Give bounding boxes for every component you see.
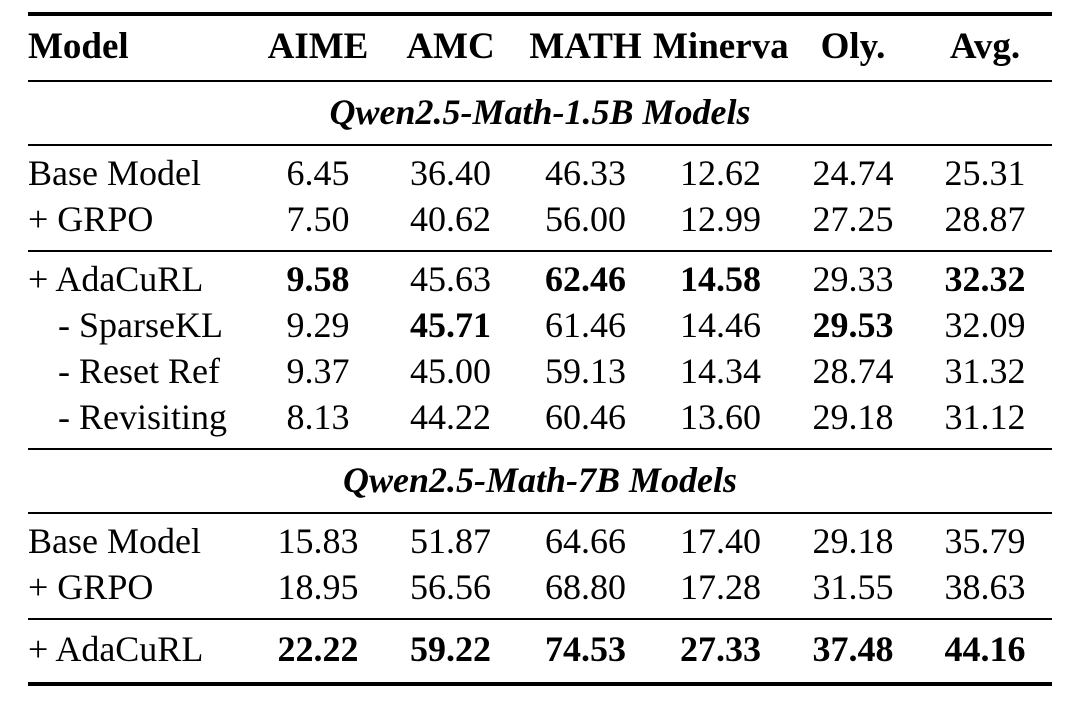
metric-value: 60.46 [545,397,626,437]
metric-value: 18.95 [277,567,359,607]
metric-value: 9.29 [286,305,350,345]
metric-value: 56.56 [410,567,491,607]
bottom-rule [28,682,1052,686]
metric-value: 14.58 [680,259,761,299]
section1-adacurl-group: + AdaCuRL 9.58 45.63 62.46 14.58 29.33 3… [28,252,1052,448]
metric-value: 32.32 [944,259,1026,299]
table-row: - SparseKL 9.29 45.71 61.46 14.46 29.53 … [28,302,1052,348]
row-label: + AdaCuRL [28,259,204,299]
metric-value: 28.87 [944,199,1026,239]
metric-value: 62.46 [545,259,626,299]
metric-value: 17.40 [680,521,761,561]
metric-value: 13.60 [680,397,761,437]
column-header-avg: Avg. [949,26,1021,67]
section-title-7b: Qwen2.5-Math-7B Models [342,460,738,500]
metric-value: 29.33 [812,259,894,299]
metric-value: 25.31 [944,153,1026,193]
column-header-amc: AMC [406,26,495,67]
metric-value: 31.55 [812,567,894,607]
section1-baseline-group: Base Model 6.45 36.40 46.33 12.62 24.74 … [28,146,1052,250]
metric-value: 36.40 [410,153,491,193]
metric-value: 45.63 [410,259,491,299]
metric-value: 9.37 [286,351,350,391]
table-row: - Reset Ref 9.37 45.00 59.13 14.34 28.74… [28,348,1052,394]
row-label: + GRPO [28,199,154,239]
metric-value: 7.50 [286,199,350,239]
metric-value: 9.58 [286,259,350,299]
column-header-oly: Oly. [820,26,886,67]
metric-value: 37.48 [812,629,894,669]
table-row: + GRPO 7.50 40.62 56.00 12.99 27.25 28.8… [28,196,1052,242]
section2-title-rule [28,512,1052,514]
section-title-1-5b: Qwen2.5-Math-1.5B Models [329,92,751,132]
section1-mid-rule [28,250,1052,252]
metric-value: 68.80 [545,567,626,607]
column-header-aime: AIME [267,26,369,67]
section2-top-rule [28,448,1052,450]
table-row: + AdaCuRL 9.58 45.63 62.46 14.58 29.33 3… [28,256,1052,302]
metric-value: 15.83 [277,521,359,561]
metric-value: 35.79 [944,521,1026,561]
metric-value: 44.22 [410,397,491,437]
table-row: - Revisiting 8.13 44.22 60.46 13.60 29.1… [28,394,1052,440]
metric-value: 40.62 [410,199,491,239]
metric-value: 22.22 [277,629,359,669]
metric-value: 31.32 [944,351,1026,391]
table-row: Base Model 6.45 36.40 46.33 12.62 24.74 … [28,150,1052,196]
top-rule [28,12,1052,16]
row-label: - Reset Ref [58,351,220,391]
metric-value: 61.46 [545,305,626,345]
section1-title-rule [28,144,1052,146]
metric-value: 59.22 [410,629,491,669]
row-label: - SparseKL [58,305,223,345]
metric-value: 45.71 [410,305,491,345]
metric-value: 59.13 [545,351,626,391]
metric-value: 32.09 [944,305,1026,345]
metric-value: 31.12 [944,397,1026,437]
metric-value: 51.87 [410,521,491,561]
metric-value: 6.45 [286,153,350,193]
metric-value: 44.16 [944,629,1026,669]
section2-baseline-group: Base Model 15.83 51.87 64.66 17.40 29.18… [28,514,1052,618]
metric-value: 29.18 [812,521,894,561]
row-label: Base Model [28,521,201,561]
metric-value: 12.62 [680,153,761,193]
table-row: + AdaCuRL 22.22 59.22 74.53 27.33 37.48 … [28,626,1052,672]
metric-value: 64.66 [545,521,626,561]
metric-value: 8.13 [286,397,350,437]
metric-value: 74.53 [545,629,626,669]
metric-value: 27.33 [680,629,761,669]
metric-value: 29.18 [812,397,894,437]
section2-mid-rule [28,618,1052,620]
row-label: - Revisiting [58,397,227,437]
metric-value: 38.63 [944,567,1026,607]
metric-value: 56.00 [545,199,626,239]
table-header-row: Model AIME AMC MATH Minerva Oly. Avg. [28,16,1052,80]
column-header-math: MATH [529,26,642,67]
metric-value: 28.74 [812,351,894,391]
metric-value: 24.74 [812,153,894,193]
section2-adacurl-group: + AdaCuRL 22.22 59.22 74.53 27.33 37.48 … [28,620,1052,682]
metric-value: 14.34 [680,351,761,391]
header-rule [28,80,1052,82]
row-label: + GRPO [28,567,154,607]
column-header-minerva: Minerva [653,26,789,67]
column-header-model: Model [28,26,129,67]
results-table: Model AIME AMC MATH Minerva Oly. Avg. Qw… [28,12,1052,686]
metric-value: 12.99 [680,199,761,239]
metric-value: 14.46 [680,305,761,345]
table-row: Base Model 15.83 51.87 64.66 17.40 29.18… [28,518,1052,564]
metric-value: 45.00 [410,351,491,391]
table-row: + GRPO 18.95 56.56 68.80 17.28 31.55 38.… [28,564,1052,610]
metric-value: 27.25 [812,199,894,239]
row-label: Base Model [28,153,201,193]
metric-value: 17.28 [680,567,761,607]
row-label: + AdaCuRL [28,629,204,669]
metric-value: 29.53 [812,305,894,345]
metric-value: 46.33 [545,153,626,193]
